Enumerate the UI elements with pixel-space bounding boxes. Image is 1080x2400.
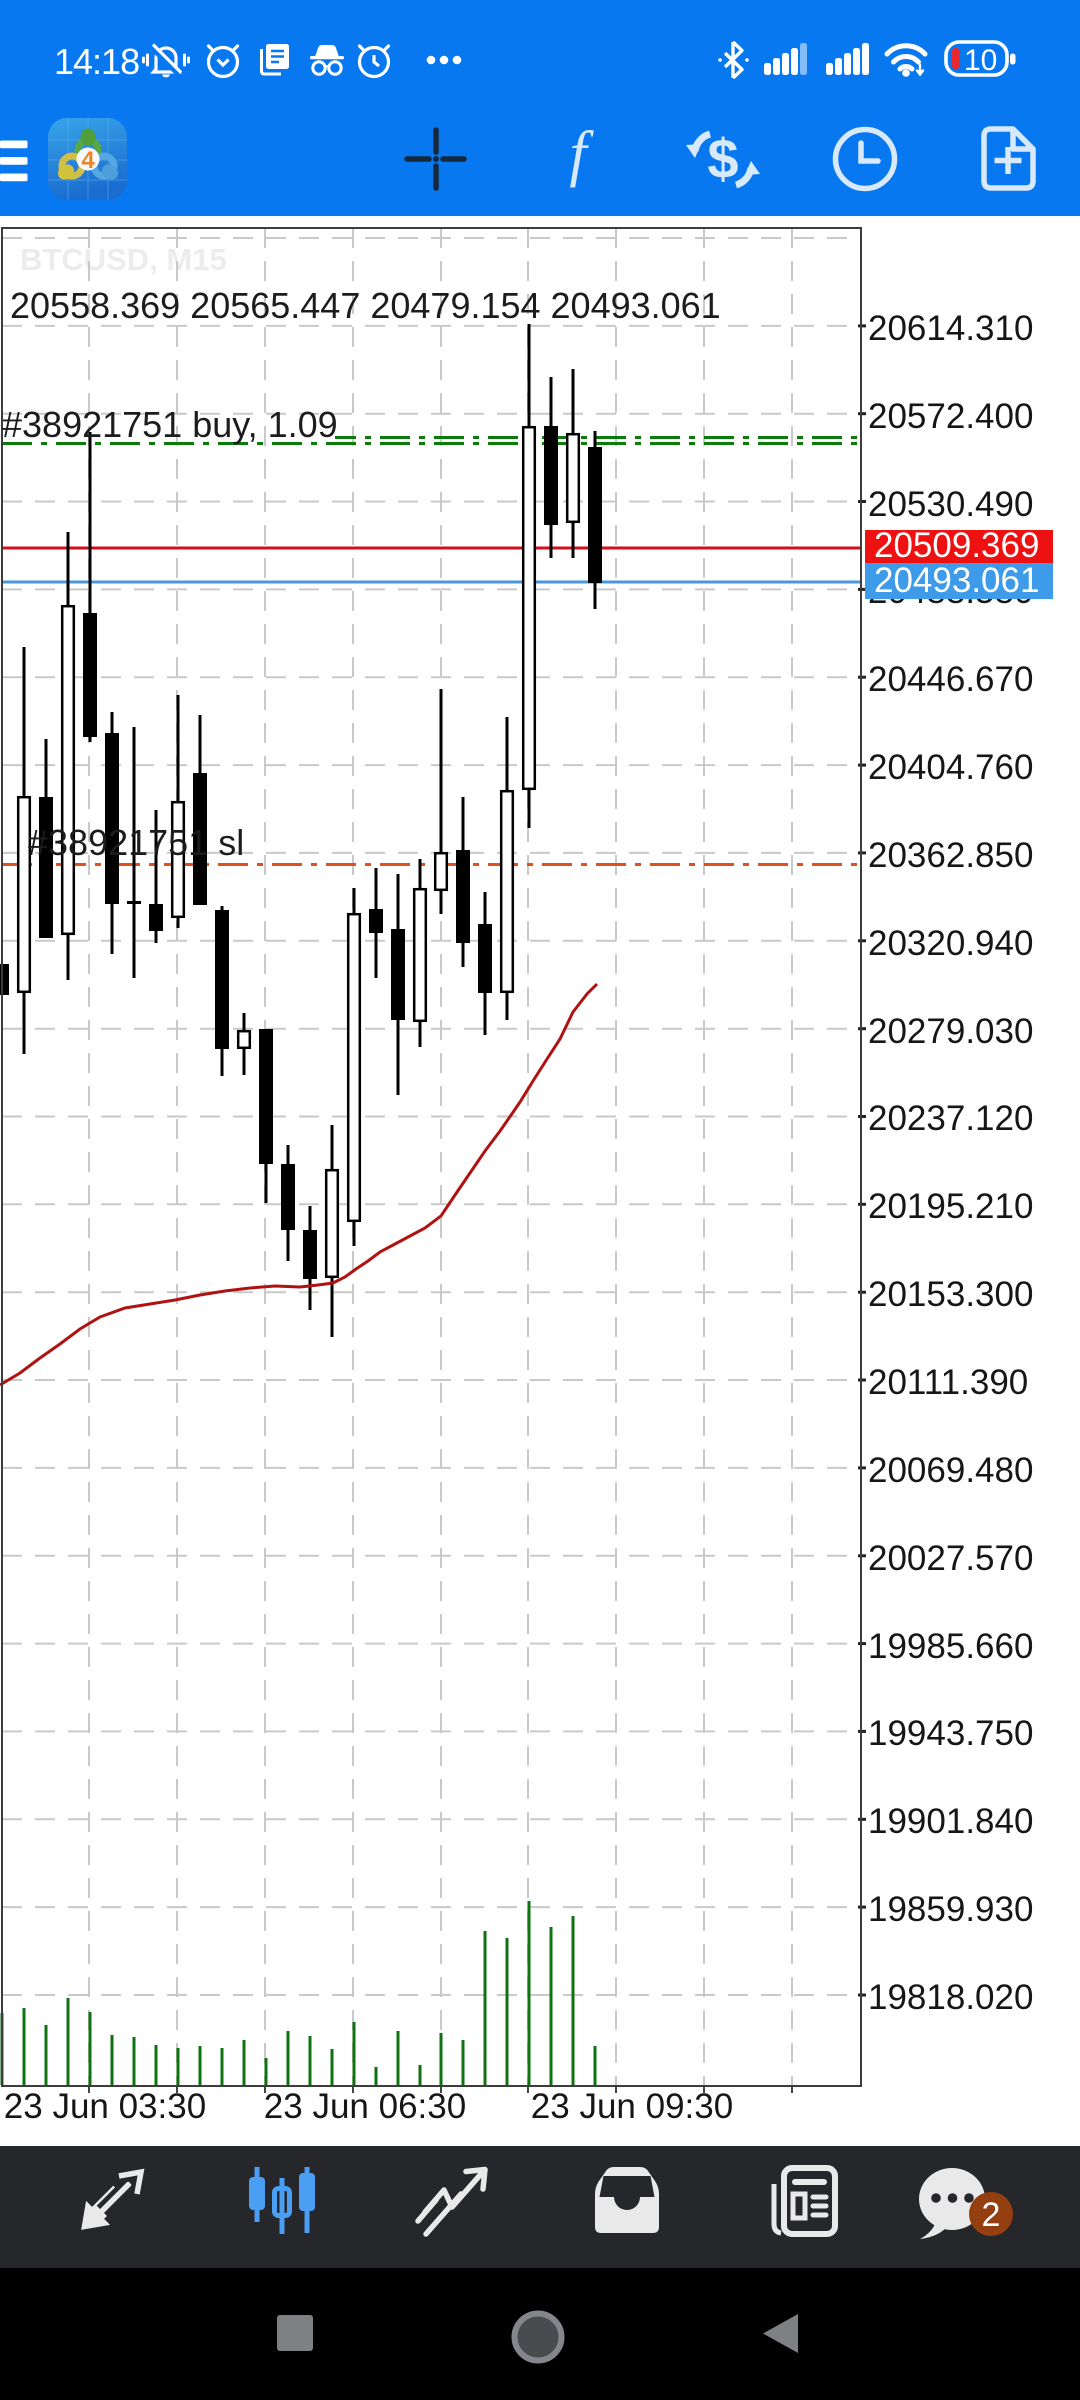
- svg-text:4: 4: [81, 147, 95, 174]
- svg-text:10: 10: [964, 44, 997, 77]
- svg-text:20237.120: 20237.120: [868, 1099, 1033, 1138]
- svg-text:$: $: [707, 127, 738, 190]
- svg-text:20530.490: 20530.490: [868, 485, 1033, 524]
- svg-text:20195.210: 20195.210: [868, 1187, 1033, 1226]
- svg-text:14:18: 14:18: [54, 41, 139, 82]
- svg-text:23 Jun 03:30: 23 Jun 03:30: [4, 2087, 206, 2126]
- svg-text:23 Jun 09:30: 23 Jun 09:30: [531, 2087, 733, 2126]
- svg-text:19901.840: 19901.840: [868, 1802, 1033, 1841]
- svg-text:20572.400: 20572.400: [868, 397, 1033, 436]
- svg-text:20362.850: 20362.850: [868, 836, 1033, 875]
- svg-text:20404.760: 20404.760: [868, 748, 1033, 787]
- svg-text:#38921751 buy, 1.09: #38921751 buy, 1.09: [2, 404, 338, 445]
- svg-text:20069.480: 20069.480: [868, 1451, 1033, 1490]
- svg-text:20111.390: 20111.390: [868, 1363, 1028, 1402]
- svg-text:20509.369: 20509.369: [874, 526, 1039, 565]
- svg-text:19859.930: 19859.930: [868, 1890, 1033, 1929]
- svg-text:BTCUSD, M15: BTCUSD, M15: [20, 242, 227, 277]
- svg-text:20614.310: 20614.310: [868, 309, 1033, 348]
- svg-text:20446.670: 20446.670: [868, 660, 1033, 699]
- svg-text:19943.750: 19943.750: [868, 1714, 1033, 1753]
- svg-text:2: 2: [982, 2196, 1001, 2234]
- svg-text:23 Jun 06:30: 23 Jun 06:30: [264, 2087, 466, 2126]
- svg-text:20320.940: 20320.940: [868, 924, 1033, 963]
- svg-text:20493.061: 20493.061: [874, 561, 1039, 600]
- svg-text:20153.300: 20153.300: [868, 1275, 1033, 1314]
- svg-text:20279.030: 20279.030: [868, 1012, 1033, 1051]
- svg-text:20558.369 20565.447 20479.154: 20558.369 20565.447 20479.154 20493.061: [10, 285, 721, 326]
- svg-text:20027.570: 20027.570: [868, 1539, 1033, 1578]
- svg-text:#38921751 sl: #38921751 sl: [28, 822, 244, 863]
- svg-text:19818.020: 19818.020: [868, 1978, 1033, 2017]
- svg-text:19985.660: 19985.660: [868, 1627, 1033, 1666]
